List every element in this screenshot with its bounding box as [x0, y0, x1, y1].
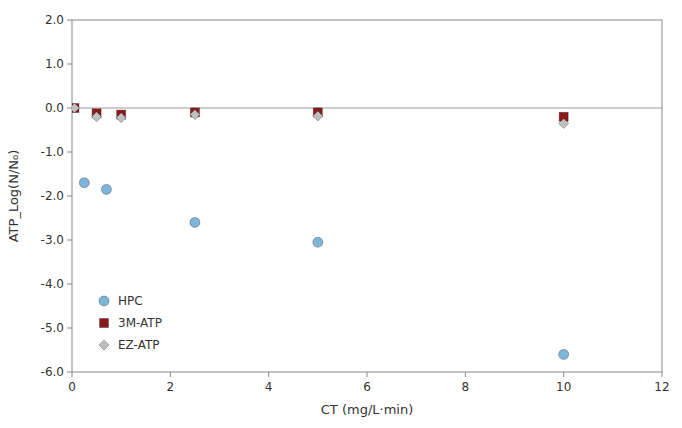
x-tick — [170, 372, 171, 377]
point — [79, 178, 89, 188]
x-tick-label: 0 — [68, 380, 76, 394]
y-tick-label: -1.0 — [41, 145, 64, 159]
y-axis-label: ATP_Log(N/N₀) — [6, 150, 21, 243]
x-tick — [563, 372, 564, 377]
series-0 — [79, 178, 568, 360]
series-1 — [72, 104, 568, 122]
legend-marker — [99, 296, 109, 306]
x-tick-label: 12 — [654, 380, 669, 394]
y-tick — [67, 20, 72, 21]
point — [313, 237, 323, 247]
x-tick-label: 10 — [556, 380, 571, 394]
reference-line — [72, 108, 662, 109]
x-tick-label: 6 — [363, 380, 371, 394]
y-tick-label: 1.0 — [45, 57, 64, 71]
data-points — [72, 103, 569, 359]
point — [190, 110, 200, 120]
point — [72, 104, 79, 113]
y-tick — [67, 372, 72, 373]
x-tick — [72, 372, 73, 377]
x-tick — [465, 372, 466, 377]
legend-marker — [99, 340, 109, 350]
plot-background — [72, 20, 662, 372]
point — [101, 184, 111, 194]
legend-marker — [100, 319, 109, 328]
point — [190, 217, 200, 227]
point — [72, 103, 79, 113]
y-tick-label: 2.0 — [45, 13, 64, 27]
plot-frame — [72, 20, 662, 372]
x-tick-label: 8 — [462, 380, 470, 394]
legend: HPC 3M-ATP EZ-ATP — [99, 294, 162, 352]
y-tick-label: -3.0 — [41, 233, 64, 247]
y-tick-label: -5.0 — [41, 321, 64, 335]
y-tick-label: -6.0 — [41, 365, 64, 379]
y-tick — [67, 328, 72, 329]
x-tick-label: 2 — [167, 380, 175, 394]
y-tick — [67, 240, 72, 241]
point — [116, 113, 126, 123]
x-axis-label: CT (mg/L·min) — [321, 402, 413, 417]
x-tick-label: 4 — [265, 380, 273, 394]
point — [559, 349, 569, 359]
y-tick-label: 0.0 — [45, 101, 64, 115]
y-tick-label: -2.0 — [41, 189, 64, 203]
legend-label: EZ-ATP — [118, 338, 160, 352]
chart: 0 2 4 6 8 10 12 -6.0 -5.0 -4.0 -3.0 -2.0 -1.0 0.0 1.0 2… — [0, 0, 682, 428]
y-tick — [67, 196, 72, 197]
y-tick-label: -4.0 — [41, 277, 64, 291]
legend-label: 3M-ATP — [118, 316, 162, 330]
y-tick — [67, 152, 72, 153]
x-tick — [662, 372, 663, 377]
y-tick — [67, 284, 72, 285]
legend-label: HPC — [118, 294, 143, 308]
x-tick — [367, 372, 368, 377]
y-tick — [67, 64, 72, 65]
series-2 — [72, 103, 569, 128]
point — [559, 118, 569, 128]
y-tick — [67, 108, 72, 109]
point — [313, 111, 323, 121]
x-tick — [268, 372, 269, 377]
point — [92, 112, 102, 122]
